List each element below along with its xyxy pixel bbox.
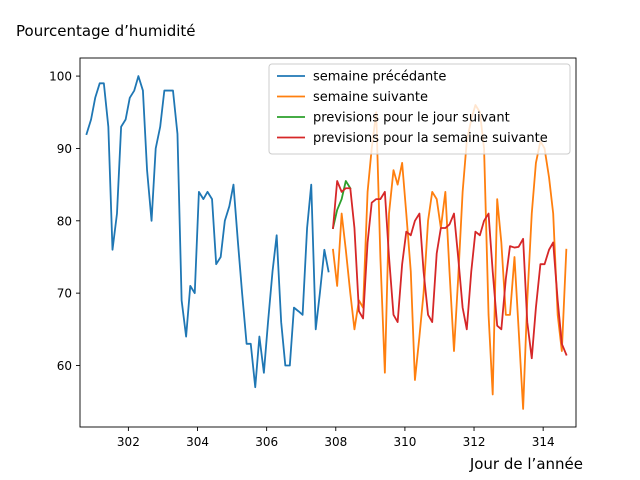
x-tick-label: 314: [532, 435, 555, 449]
axis-ticks: 302 304 306 308 310 312 314 60 70 80 90 100: [49, 57, 577, 449]
y-tick-label: 70: [57, 287, 72, 301]
y-tick-label: 90: [57, 142, 72, 156]
y-tick-label: 60: [57, 359, 72, 373]
series-line-4: [332, 180, 568, 360]
legend: semaine précédante semaine suivante previs…: [268, 63, 571, 155]
series-line-3: [331, 180, 352, 230]
chart-title: Pourcentage d’humidité: [16, 22, 196, 40]
legend-box: [268, 63, 571, 155]
x-tick-label: 304: [186, 435, 209, 449]
x-tick-label: 312: [463, 435, 486, 449]
x-axis-title: Jour de l’année: [469, 455, 583, 473]
legend-label: previsions pour la semaine suivante: [313, 131, 548, 146]
legend-label: previsions pour le jour suivant: [313, 111, 510, 126]
x-tick-label: 302: [117, 435, 140, 449]
x-tick-label: 308: [324, 435, 347, 449]
axes-frame: [79, 57, 577, 428]
series-line-1: [85, 75, 330, 389]
x-tick-label: 306: [255, 435, 278, 449]
legend-label: semaine suivante: [313, 90, 428, 105]
y-tick-label: 100: [49, 70, 72, 84]
x-tick-label: 310: [393, 435, 416, 449]
y-tick-label: 80: [57, 214, 72, 228]
legend-label: semaine précédante: [313, 70, 446, 85]
